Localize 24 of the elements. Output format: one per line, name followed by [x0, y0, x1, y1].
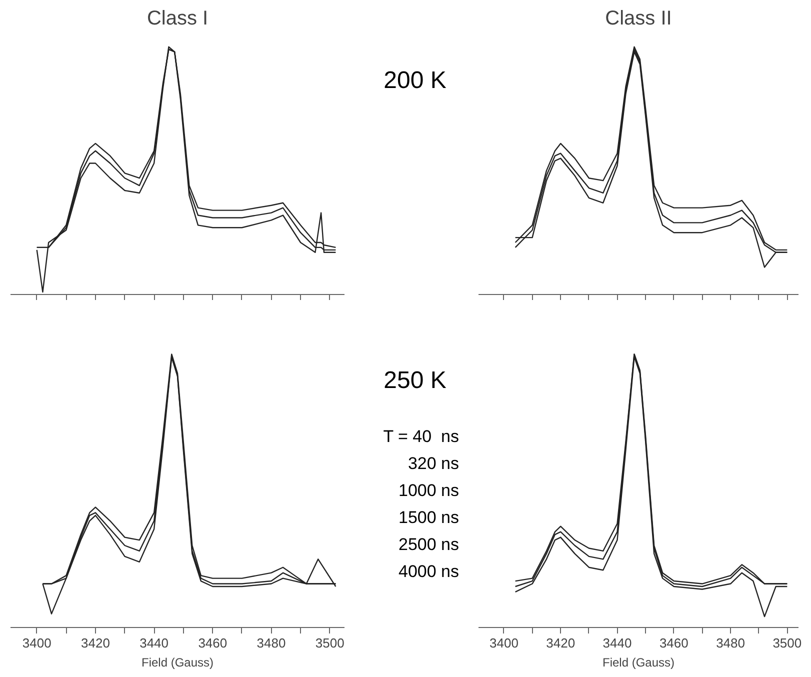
x-axis-title: Field (Gauss): [141, 656, 214, 670]
x-tick-label: 3460: [198, 636, 228, 650]
x-tick-label: 3440: [140, 636, 169, 650]
x-tick-label: 3460: [659, 636, 688, 650]
text: 320 ns: [406, 454, 459, 474]
text: 2500 ns: [398, 535, 459, 555]
x-tick-label: 3480: [716, 636, 745, 650]
text: 200 K: [382, 67, 448, 95]
text: 4000 ns: [398, 562, 459, 582]
chart-title: Class II: [605, 8, 672, 30]
x-tick-label: 3420: [81, 636, 110, 650]
text: T = 40 ns: [382, 427, 459, 447]
text: 250 K: [382, 367, 448, 395]
x-tick-label: 3500: [772, 636, 802, 650]
x-tick-label: 3440: [602, 636, 632, 650]
text: 1500 ns: [398, 508, 459, 528]
x-tick-label: 3500: [315, 636, 344, 650]
x-tick-label: 3420: [546, 636, 576, 650]
x-tick-label: 3480: [256, 636, 286, 650]
text: 1000 ns: [398, 481, 459, 501]
x-axis-title: Field (Gauss): [602, 656, 675, 670]
chart-title: Class I: [146, 8, 208, 30]
x-tick-label: 3400: [490, 636, 518, 650]
x-tick-label: 3400: [22, 636, 52, 650]
